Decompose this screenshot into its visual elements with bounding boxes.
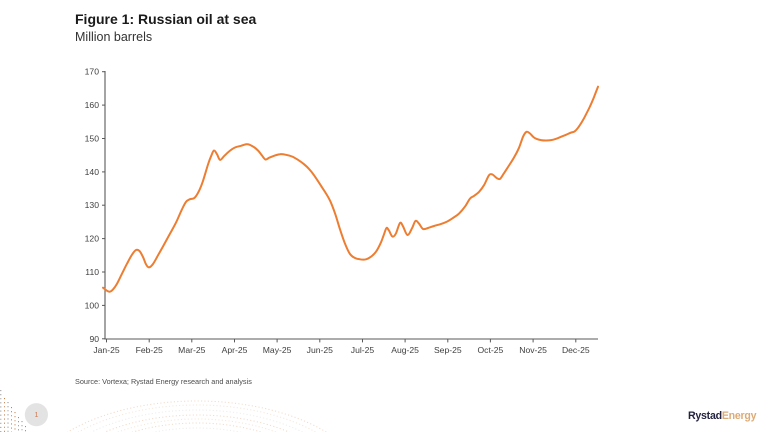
svg-text:Apr-25: Apr-25 bbox=[222, 345, 248, 355]
svg-text:Feb-25: Feb-25 bbox=[136, 345, 163, 355]
svg-text:90: 90 bbox=[89, 334, 99, 344]
svg-text:140: 140 bbox=[85, 167, 100, 177]
svg-text:Oct-25: Oct-25 bbox=[478, 345, 504, 355]
svg-text:Jan-25: Jan-25 bbox=[93, 345, 119, 355]
svg-text:Sep-25: Sep-25 bbox=[434, 345, 462, 355]
svg-text:160: 160 bbox=[85, 100, 100, 110]
svg-text:Jun-25: Jun-25 bbox=[307, 345, 333, 355]
svg-text:1: 1 bbox=[34, 412, 38, 419]
svg-text:130: 130 bbox=[85, 200, 100, 210]
svg-text:120: 120 bbox=[85, 234, 100, 244]
svg-text:Nov-25: Nov-25 bbox=[519, 345, 547, 355]
svg-text:170: 170 bbox=[85, 67, 100, 77]
svg-text:Jul-25: Jul-25 bbox=[351, 345, 375, 355]
svg-text:150: 150 bbox=[85, 134, 100, 144]
svg-text:100: 100 bbox=[85, 300, 100, 310]
svg-text:Dec-25: Dec-25 bbox=[562, 345, 590, 355]
svg-text:Mar-25: Mar-25 bbox=[178, 345, 205, 355]
svg-text:110: 110 bbox=[85, 267, 99, 277]
svg-text:Aug-25: Aug-25 bbox=[391, 345, 419, 355]
svg-text:May-25: May-25 bbox=[263, 345, 292, 355]
